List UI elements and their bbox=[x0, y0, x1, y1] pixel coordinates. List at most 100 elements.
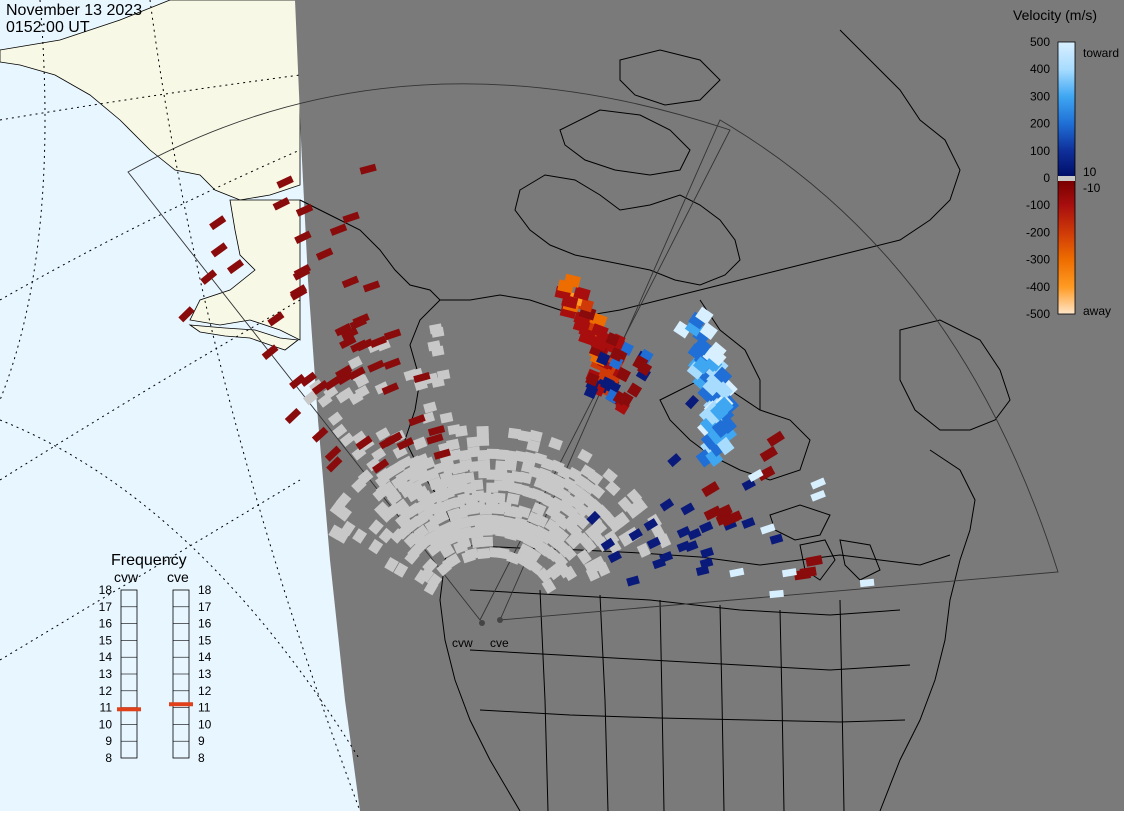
ground-scatter-cell bbox=[375, 473, 390, 488]
ionospheric-scatter-cell bbox=[261, 344, 279, 360]
ground-scatter-cell bbox=[329, 500, 345, 517]
ground-scatter-cell bbox=[302, 390, 318, 406]
ionospheric-scatter-cell bbox=[695, 449, 714, 468]
frequency-scale-label-right: 14 bbox=[198, 650, 212, 664]
ground-scatter-cell bbox=[439, 412, 454, 424]
ground-scatter-cell bbox=[584, 525, 601, 541]
frequency-bars: 18 18 17 17 16 16 15 15 14 14 13 13 12 12 11 11 10 10 9 9 8 8 bbox=[99, 583, 212, 765]
ground-scatter-cell bbox=[436, 560, 453, 577]
ground-scatter-cell bbox=[368, 519, 384, 535]
ground-scatter-cell bbox=[533, 525, 549, 541]
frequency-scale-label-left: 14 bbox=[99, 650, 113, 664]
ionospheric-scatter-cell bbox=[272, 197, 291, 211]
ground-scatter-cell bbox=[477, 548, 490, 560]
ionospheric-scatter-cell bbox=[295, 203, 314, 217]
ground-scatter-cell bbox=[332, 423, 348, 439]
frequency-scale-label-right: 8 bbox=[198, 751, 205, 765]
legend-ground-scatter-swatch bbox=[1058, 176, 1075, 181]
ground-scatter-cell bbox=[471, 536, 485, 549]
ionospheric-scatter-cell bbox=[637, 361, 653, 377]
ionospheric-scatter-cell bbox=[680, 502, 695, 516]
ionospheric-scatter-cell bbox=[341, 275, 360, 289]
ionospheric-scatter-cell bbox=[646, 536, 661, 550]
ground-scatter-cell bbox=[404, 549, 420, 565]
ionospheric-scatter-cell bbox=[710, 402, 729, 422]
frequency-marker-cve bbox=[169, 702, 193, 707]
time-label: 0152:00 UT bbox=[6, 19, 90, 36]
frequency-radar-label-cvw: cvw bbox=[114, 569, 139, 585]
ground-scatter-cell bbox=[506, 551, 521, 565]
ground-scatter-cell bbox=[486, 482, 499, 493]
ionospheric-scatter-cell bbox=[383, 328, 402, 341]
frequency-scale-label-left: 15 bbox=[99, 633, 113, 647]
ground-scatter-cell bbox=[379, 507, 396, 523]
ionospheric-scatter-cell bbox=[859, 578, 875, 588]
ionospheric-scatter-cell bbox=[702, 406, 722, 426]
ionospheric-scatter-cell bbox=[349, 316, 368, 330]
ground-scatter-cell bbox=[506, 492, 520, 505]
ground-scatter-cell bbox=[391, 474, 407, 489]
ionospheric-scatter-cell bbox=[284, 407, 302, 425]
frequency-title: Frequency bbox=[111, 552, 187, 569]
ionospheric-scatter-cell bbox=[692, 356, 712, 375]
ionospheric-scatter-cell bbox=[702, 377, 721, 397]
ground-scatter-cell bbox=[375, 427, 391, 441]
ionospheric-scatter-cell bbox=[383, 357, 401, 370]
frequency-scale-label-left: 8 bbox=[105, 751, 112, 765]
ground-scatter-cell bbox=[495, 449, 509, 461]
ground-scatter-cell bbox=[384, 556, 399, 573]
ground-scatter-cell bbox=[429, 323, 443, 335]
frequency-scale-label-left: 10 bbox=[99, 717, 113, 731]
ionospheric-scatter-cell bbox=[708, 348, 727, 367]
ground-scatter-cell bbox=[378, 527, 394, 544]
legend-label-minus10: -10 bbox=[1083, 181, 1101, 195]
ground-scatter-cell bbox=[507, 427, 522, 440]
ionospheric-scatter-cell bbox=[643, 518, 659, 532]
legend-tick-label: 200 bbox=[1030, 117, 1050, 131]
ionospheric-scatter-cell bbox=[687, 343, 707, 362]
ionospheric-scatter-cell bbox=[396, 437, 415, 451]
ionospheric-scatter-cell bbox=[714, 504, 733, 520]
ionospheric-scatter-cell bbox=[667, 453, 682, 468]
ionospheric-scatter-cell bbox=[326, 456, 343, 473]
ground-scatter-cell bbox=[546, 564, 562, 581]
legend-label-10: 10 bbox=[1083, 165, 1097, 179]
ionospheric-scatter-cell bbox=[684, 394, 700, 410]
ground-scatter-cell bbox=[548, 436, 563, 451]
legend-tick-label: 400 bbox=[1030, 62, 1050, 76]
ground-scatter-cell bbox=[604, 530, 620, 546]
ground-scatter-cell bbox=[461, 550, 476, 564]
ionospheric-scatter-cell bbox=[324, 445, 342, 462]
ionospheric-scatter-cell bbox=[293, 263, 312, 278]
site-marker-cvw bbox=[479, 620, 485, 626]
frequency-panel: Frequency cvw cve 18 18 17 17 16 16 15 15 14 14 13… bbox=[99, 552, 212, 765]
ionospheric-scatter-cell bbox=[323, 375, 341, 391]
ground-scatter-cell bbox=[579, 464, 596, 480]
alaska-peninsula bbox=[188, 324, 300, 351]
ionospheric-scatter-cell bbox=[687, 528, 702, 541]
legend-tick-label: 0 bbox=[1043, 171, 1050, 185]
ground-scatter-cell bbox=[328, 524, 344, 540]
dayside-yukon-land bbox=[189, 199, 301, 341]
ground-scatter-cell bbox=[351, 477, 367, 494]
ground-scatter-cell bbox=[526, 439, 541, 453]
ionospheric-scatter-cell bbox=[810, 490, 826, 502]
legend-tick-label: 500 bbox=[1030, 35, 1050, 49]
ionospheric-scatter-cell bbox=[355, 338, 374, 352]
ground-scatter-cell bbox=[614, 511, 630, 528]
ionospheric-scatter-cell bbox=[603, 368, 622, 386]
ground-scatter-cell bbox=[426, 541, 443, 557]
ground-scatter-cell bbox=[374, 381, 390, 395]
frequency-scale-label-left: 9 bbox=[105, 734, 112, 748]
ground-scatter-cell bbox=[336, 506, 352, 522]
ionospheric-scatter-cell bbox=[334, 322, 353, 337]
ionospheric-scatter-cell bbox=[573, 286, 591, 301]
ionospheric-scatter-cell bbox=[713, 366, 733, 385]
ionospheric-scatter-cell bbox=[759, 446, 778, 462]
frequency-scale-label-right: 10 bbox=[198, 717, 212, 731]
ionospheric-scatter-cell bbox=[427, 425, 446, 437]
ground-scatter-cell bbox=[520, 460, 536, 474]
ionospheric-scatter-cell bbox=[408, 414, 426, 427]
ionospheric-scatter-cell bbox=[359, 163, 377, 175]
ionospheric-scatter-cell bbox=[716, 436, 735, 456]
